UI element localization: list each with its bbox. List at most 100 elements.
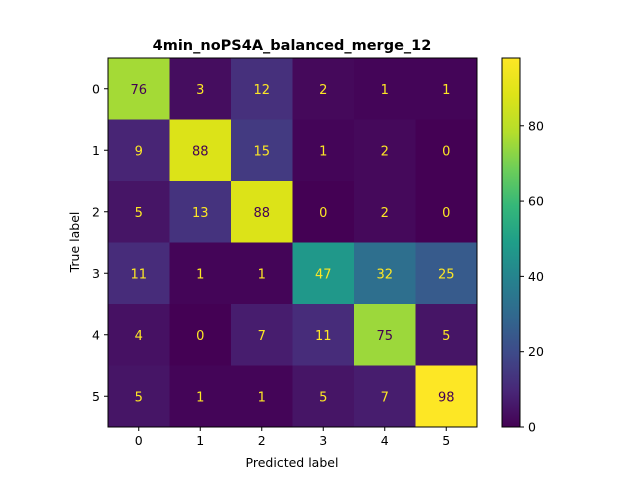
plot-frame [107,57,478,428]
matrix-cell-value: 11 [315,329,332,344]
chart-title: 4min_noPS4A_balanced_merge_12 [153,38,432,54]
matrix-cell [415,181,478,243]
x-axis-ticks: 0 1 2 3 4 5 [135,427,450,448]
colorbar-tick-label: 60 [528,194,544,209]
y-tick-label: 5 [92,389,100,404]
matrix-cell [354,119,416,182]
matrix-cell [231,304,293,366]
matrix-cell-value: 7 [381,390,389,405]
matrix-cell [231,242,293,305]
matrix-cell [231,365,293,428]
matrix-cell [415,365,478,428]
x-tick-label: 2 [258,433,266,448]
matrix-cell-value: 2 [381,144,389,159]
matrix-cells [108,58,478,428]
matrix-cell-value: 1 [258,390,266,405]
matrix-cell-value: 5 [135,206,143,221]
matrix-cell [169,242,232,305]
y-tick-label: 2 [92,204,100,219]
matrix-cell [292,365,355,428]
matrix-cell-value: 11 [130,267,147,282]
colorbar-tick-label: 0 [528,420,536,435]
matrix-cell [108,242,170,305]
matrix-cell-value: 4 [135,329,143,344]
matrix-cell [108,304,170,366]
matrix-cell-value: 5 [135,390,143,405]
matrix-cell-value: 0 [196,329,204,344]
matrix-cell [108,365,170,428]
matrix-cell-value: 2 [319,83,327,98]
colorbar-tick-label: 20 [528,344,544,359]
matrix-cell [354,58,416,120]
matrix-cell [354,242,416,305]
matrix-cell [354,365,416,428]
matrix-cell-value: 0 [442,144,450,159]
matrix-cell-value: 1 [196,267,204,282]
matrix-cell-value: 98 [438,390,455,405]
matrix-cell [292,242,355,305]
matrix-cell-value: 15 [253,144,270,159]
matrix-cell [292,58,355,120]
matrix-cell [169,58,232,120]
matrix-cell-labels: 76 3 12 2 1 19 88 15 1 2 05 13 88 0 2 011 1 1 47 32 254 0 7 11 7… [130,83,454,406]
matrix-cell-value: 88 [192,144,209,159]
matrix-cell-value: 12 [253,83,270,98]
matrix-cell [292,119,355,182]
matrix-cell [415,304,478,366]
x-tick-label: 4 [381,433,389,448]
y-axis-ticks: 0 1 2 3 4 5 [92,81,108,404]
matrix-cell [231,58,293,120]
matrix-cell-value: 1 [196,390,204,405]
matrix-cell [169,304,232,366]
matrix-cell [354,181,416,243]
matrix-cell [231,181,293,243]
matrix-cell [108,58,170,120]
x-tick-label: 0 [135,433,143,448]
matrix-cell-value: 1 [442,83,450,98]
x-tick-label: 3 [319,433,327,448]
matrix-cell-value: 32 [376,267,393,282]
matrix-cell [169,365,232,428]
y-tick-label: 0 [92,81,100,96]
y-tick-label: 3 [92,266,100,281]
matrix-cell-value: 1 [258,267,266,282]
matrix-cell-value: 5 [442,329,450,344]
matrix-cell-value: 3 [196,83,204,98]
x-tick-label: 1 [196,433,204,448]
matrix-cell [415,242,478,305]
matrix-cell-value: 88 [253,206,270,221]
x-tick-label: 5 [442,433,450,448]
matrix-cell [169,119,232,182]
y-tick-label: 4 [92,327,100,342]
matrix-cell-value: 9 [135,144,143,159]
matrix-cell-value: 1 [319,144,327,159]
matrix-cell-value: 0 [442,206,450,221]
matrix-cell [231,119,293,182]
matrix-cell [169,181,232,243]
matrix-cell-value: 13 [192,206,209,221]
matrix-cell [108,181,170,243]
matrix-cell-value: 7 [258,329,266,344]
colorbar-tick-label: 40 [528,269,544,284]
matrix-cell-value: 47 [315,267,332,282]
matrix-cell-value: 1 [381,83,389,98]
matrix-cell [292,304,355,366]
matrix-cell-value: 25 [438,267,455,282]
matrix-cell-value: 0 [319,206,327,221]
matrix-cell-value: 76 [130,83,147,98]
matrix-cell-value: 75 [376,329,393,344]
colorbar-ticks: 0 20 40 60 80 [520,118,544,435]
matrix-cell-value: 2 [381,206,389,221]
x-axis-label: Predicted label [246,455,339,470]
y-axis-label: True label [67,212,82,274]
matrix-cell [415,58,478,120]
colorbar [501,57,521,428]
matrix-cell [415,119,478,182]
matrix-cell [292,181,355,243]
matrix-cell-value: 5 [319,390,327,405]
matrix-cell [108,119,170,182]
colorbar-tick-label: 80 [528,118,544,133]
matrix-cell [354,304,416,366]
y-tick-label: 1 [92,143,100,158]
